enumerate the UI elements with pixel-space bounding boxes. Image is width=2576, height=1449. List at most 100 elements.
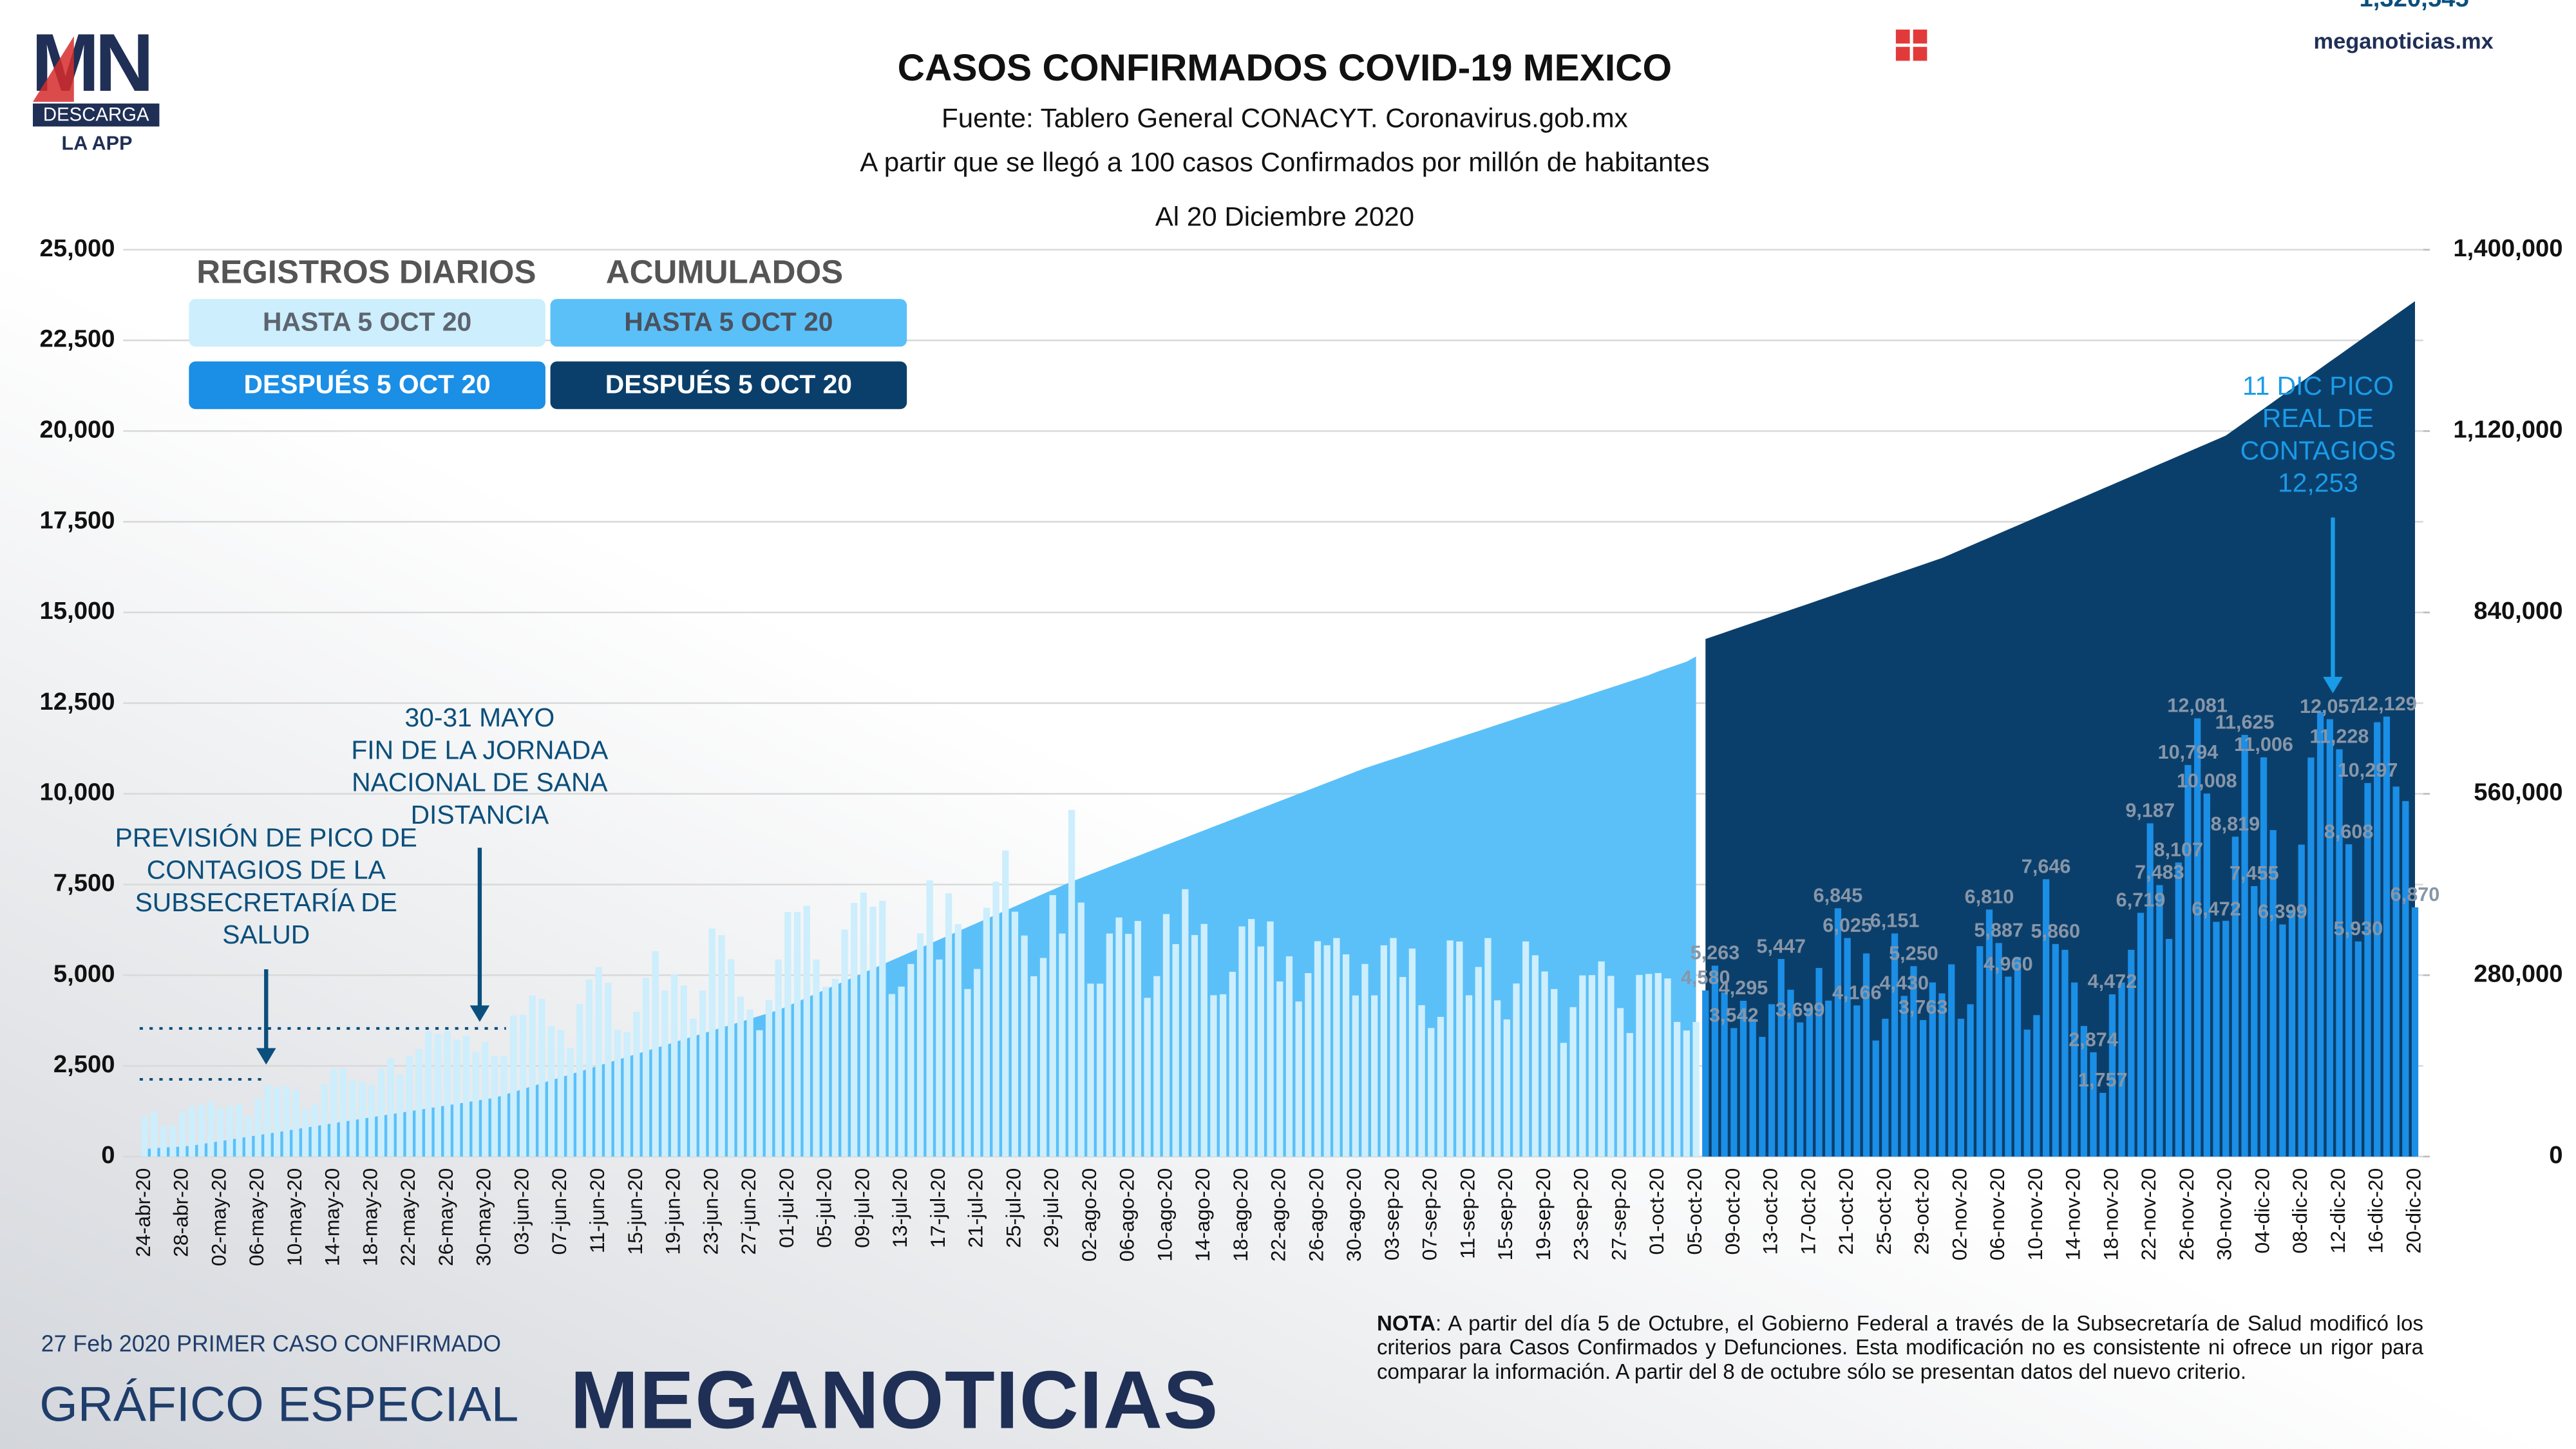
bar <box>775 959 782 1157</box>
bar <box>1475 967 1482 1157</box>
annotation: FIN DE LA JORNADA <box>351 735 609 764</box>
bar <box>1267 921 1274 1157</box>
data-label: 6,472 <box>2192 898 2241 920</box>
y2-tick-label: 1,120,000 <box>2453 415 2562 443</box>
data-label: 10,794 <box>2158 741 2219 763</box>
bar <box>1995 943 2002 1157</box>
legend-swatch <box>189 361 545 410</box>
x-tick-label: 11-sep-20 <box>1455 1168 1479 1259</box>
data-label: 4,472 <box>2088 971 2137 992</box>
annotation: 11 DIC PICO <box>2242 371 2394 401</box>
bar <box>1077 902 1084 1157</box>
bar <box>1229 971 1236 1157</box>
bar <box>160 1126 167 1157</box>
bar <box>1408 948 1416 1157</box>
bar <box>2269 829 2277 1157</box>
y-tick-label: 17,500 <box>40 506 115 534</box>
bar <box>851 902 858 1157</box>
bar <box>1948 964 1955 1157</box>
x-tick-label: 07-jun-20 <box>547 1168 571 1255</box>
first-case: 27 Feb 2020 PRIMER CASO CONFIRMADO <box>41 1331 501 1357</box>
bar <box>623 1032 630 1157</box>
bar <box>1976 946 1984 1157</box>
bar <box>557 1030 564 1157</box>
bar <box>1172 943 1179 1157</box>
data-label: 5,930 <box>2334 918 2383 940</box>
bar <box>1437 1017 1444 1157</box>
bar <box>784 912 791 1157</box>
chart-title: CASOS CONFIRMADOS COVID-19 MEXICO <box>898 47 1672 89</box>
bar <box>2298 844 2305 1157</box>
bar <box>954 924 961 1157</box>
bar <box>1616 1008 1624 1157</box>
bar <box>500 1056 507 1157</box>
data-label: 1,320,545 <box>2359 0 2468 12</box>
bar <box>1238 926 1245 1157</box>
bar <box>198 1104 205 1157</box>
x-tick-label: 26-ago-20 <box>1304 1168 1327 1262</box>
bar <box>1862 953 1870 1157</box>
bar <box>179 1112 186 1157</box>
bar <box>1059 933 1066 1157</box>
data-label: 1,757 <box>2078 1069 2128 1091</box>
bar <box>2402 800 2409 1157</box>
bar <box>1134 921 1142 1157</box>
y-tick-label: 2,500 <box>53 1050 115 1078</box>
bar <box>519 1014 527 1157</box>
x-tick-label: 28-abr-20 <box>169 1168 193 1257</box>
site: meganoticias.mx <box>2313 29 2493 53</box>
bar <box>1797 1022 1804 1157</box>
y-tick-label: 0 <box>101 1141 115 1169</box>
bar <box>1768 1004 1776 1157</box>
x-tick-label: 29-oct-20 <box>1910 1168 1933 1255</box>
bar <box>169 1125 176 1157</box>
bar <box>491 1056 498 1157</box>
bar <box>898 987 905 1157</box>
logo-badge-bg <box>33 103 160 127</box>
x-tick-label: 11-jun-20 <box>585 1168 609 1253</box>
data-label: 3,542 <box>1709 1005 1759 1027</box>
annotation-arrowhead <box>256 1048 276 1065</box>
bar <box>2316 712 2324 1157</box>
y-tick-label: 5,000 <box>53 960 115 987</box>
x-tick-label: 25-jul-20 <box>1001 1168 1025 1248</box>
bar <box>1144 998 1151 1157</box>
data-label: 6,870 <box>2391 884 2440 905</box>
x-tick-label: 30-ago-20 <box>1342 1168 1365 1262</box>
x-tick-label: 23-sep-20 <box>1569 1168 1593 1261</box>
bar <box>2118 982 2125 1157</box>
subtitle: A partir que se llegó a 100 casos Confir… <box>860 147 1709 177</box>
x-tick-label: 03-jun-20 <box>509 1168 533 1255</box>
bar <box>2336 749 2343 1157</box>
bar <box>831 978 838 1157</box>
bar <box>2005 976 2012 1157</box>
y-tick-label: 15,000 <box>40 597 115 625</box>
bar <box>1882 1018 1889 1157</box>
bar <box>1115 917 1122 1157</box>
bar <box>339 1068 347 1157</box>
bar <box>1919 1019 1927 1157</box>
bar <box>1853 1005 1861 1157</box>
annotation: CONTAGIOS DE LA <box>147 855 386 885</box>
x-tick-label: 15-jun-20 <box>623 1168 647 1255</box>
bar <box>1342 954 1350 1157</box>
data-label: 6,399 <box>2258 901 2307 923</box>
data-label: 10,297 <box>2338 759 2398 781</box>
bar <box>2080 1026 2088 1157</box>
y-tick-label: 20,000 <box>40 415 115 443</box>
bar <box>1446 940 1454 1157</box>
bar <box>2156 885 2163 1157</box>
x-tick-label: 21-oct-20 <box>1834 1168 1857 1255</box>
bar <box>2023 1029 2031 1157</box>
data-label: 4,580 <box>1681 967 1730 989</box>
bar <box>1428 1028 1435 1157</box>
bar <box>1370 995 1378 1157</box>
bar <box>1636 974 1643 1157</box>
y-tick-label: 10,000 <box>40 779 115 806</box>
x-tick-label: 22-may-20 <box>396 1168 419 1266</box>
subtitle: Al 20 Diciembre 2020 <box>1155 201 1414 231</box>
bar <box>879 900 886 1157</box>
bar <box>576 1004 583 1157</box>
bar <box>2042 879 2050 1157</box>
bar <box>254 1098 261 1157</box>
